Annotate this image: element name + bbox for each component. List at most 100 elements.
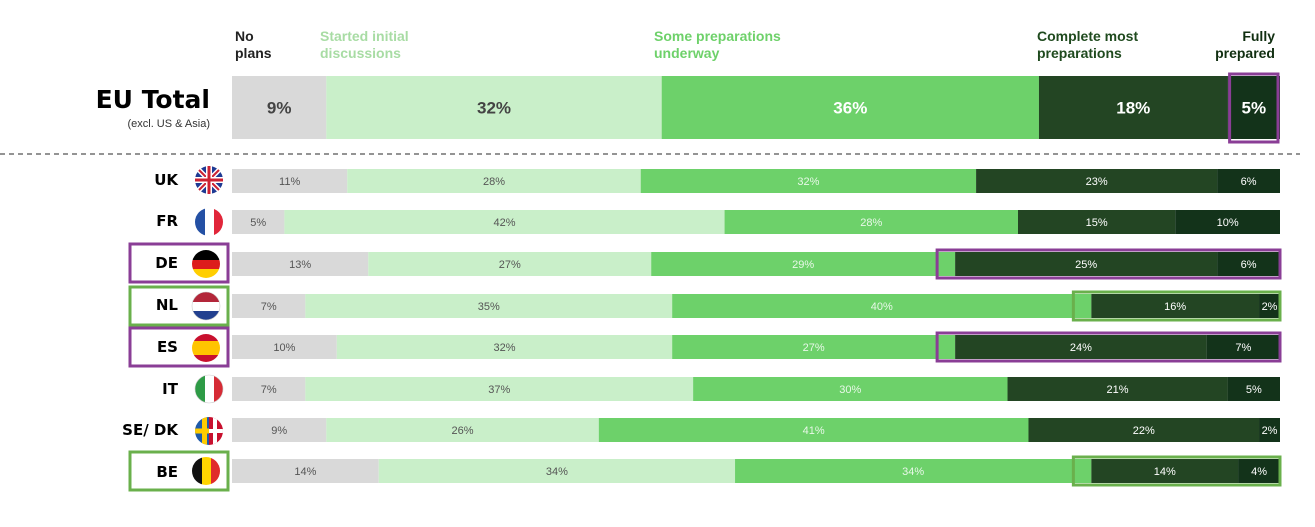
row-fr-label-some-preparations: 28% [860, 217, 882, 229]
row-es-segment-no-plans [232, 335, 337, 359]
eu-total-segment-some-preparations [661, 76, 1039, 139]
legend-no-plans: No plans [235, 28, 272, 62]
row-nl-label-fully-prepared: 2% [1262, 301, 1278, 313]
row-de-segment-started-discussions [368, 252, 652, 276]
row-es-label-fully-prepared: 7% [1235, 342, 1251, 354]
row-fr-segment-fully-prepared [1175, 210, 1280, 234]
row-uk-label-some-preparations: 32% [797, 176, 819, 188]
row-de-label-fully-prepared: 6% [1241, 259, 1257, 271]
row-be-label-fully-prepared: 4% [1251, 466, 1267, 478]
row-de-segment-no-plans [232, 252, 369, 276]
row-be-label-no-plans: 14% [294, 466, 316, 478]
row-se-dk-segment-fully-prepared [1259, 418, 1280, 442]
row-nl-label-started-discussions: 35% [478, 301, 500, 313]
row-uk-label-started-discussions: 28% [483, 176, 505, 188]
row-nl-segment-some-preparations [672, 294, 1092, 318]
row-nl-segment-fully-prepared [1259, 294, 1280, 318]
row-nl-highlight-box [1071, 290, 1282, 322]
row-fr-label-complete-most: 15% [1086, 217, 1108, 229]
netherlands-flag-icon [191, 291, 221, 321]
row-uk-segment-fully-prepared [1217, 169, 1280, 193]
legend-label-line1: Started initial [320, 28, 409, 44]
row-it-segment-fully-prepared [1227, 377, 1280, 401]
row-fr-segment-some-preparations [724, 210, 1018, 234]
highlight-box-nl [128, 285, 230, 327]
row-nl-segment-complete-most [1091, 294, 1260, 318]
legend-label-line1: Some preparations [654, 28, 781, 44]
row-de-segment-some-preparations [651, 252, 956, 276]
legend-label-line2: underway [654, 45, 720, 61]
row-de-highlight-box [935, 248, 1282, 280]
legend-complete-most: Complete most preparations [1037, 28, 1138, 62]
row-it-label-started-discussions: 37% [488, 384, 510, 396]
eu-total-label-started-discussions: 32% [477, 99, 511, 118]
highlight-box-es [128, 326, 230, 368]
row-fr-label-fully-prepared: 10% [1217, 217, 1239, 229]
row-de-segment-fully-prepared [1217, 252, 1280, 276]
row-uk-segment-some-preparations [640, 169, 977, 193]
germany-flag-icon [192, 250, 220, 278]
france-flag-icon [195, 208, 223, 236]
legend-label-line1: Fully [1242, 28, 1275, 44]
row-nl-segment-no-plans [232, 294, 306, 318]
country-label-de: DE [155, 254, 178, 272]
country-label-uk: UK [154, 171, 178, 189]
row-de-segment-complete-most [955, 252, 1218, 276]
bars-layer: 9% 32% 36% 18% 5% 11% 28% 32% 23% 6% 5% 42% 28% 15% 10… [232, 76, 1280, 483]
row-nl-label-no-plans: 7% [261, 301, 277, 313]
row-fr-segment-started-discussions [284, 210, 725, 234]
row-es-label-no-plans: 10% [273, 342, 295, 354]
row-uk-label-complete-most: 23% [1086, 176, 1108, 188]
row-uk-segment-complete-most [976, 169, 1218, 193]
highlight-box-be [128, 450, 230, 492]
row-be-label-started-discussions: 34% [546, 466, 568, 478]
eu-total-label-some-preparations: 36% [833, 99, 867, 118]
row-se-dk-label-some-preparations: 41% [803, 425, 825, 437]
row-be-segment-started-discussions [378, 459, 736, 483]
legend-label-line2: preparations [1037, 45, 1122, 61]
country-label-it: IT [162, 380, 178, 398]
legend-label-line1: Complete most [1037, 28, 1139, 44]
uk-flag-icon [195, 166, 223, 194]
row-be-highlight-box [1071, 455, 1282, 487]
eu-total-segment-complete-most [1038, 76, 1228, 139]
eu-total-segment-fully-prepared [1227, 76, 1280, 139]
row-nl-label-some-preparations: 40% [871, 301, 893, 313]
spain-flag-icon [192, 334, 220, 362]
row-se-dk-segment-started-discussions [326, 418, 599, 442]
row-es-label-started-discussions: 32% [493, 342, 515, 354]
row-it-label-fully-prepared: 5% [1246, 384, 1262, 396]
row-es-highlight-box [935, 331, 1282, 363]
row-fr-label-no-plans: 5% [250, 217, 266, 229]
row-es-label-some-preparations: 27% [803, 342, 825, 354]
legend-label-line2: prepared [1215, 45, 1275, 61]
row-de-label-started-discussions: 27% [499, 259, 521, 271]
eu-total-label-fully-prepared: 5% [1242, 99, 1267, 118]
row-se-dk-label-started-discussions: 26% [452, 425, 474, 437]
eu-total-label-complete-most: 18% [1116, 99, 1150, 118]
row-uk-segment-started-discussions [347, 169, 641, 193]
eu-total-heading: EU Total [95, 85, 210, 114]
row-se-dk-label-fully-prepared: 2% [1262, 425, 1278, 437]
legend-label-line2: plans [235, 45, 272, 61]
row-se-dk-segment-no-plans [232, 418, 327, 442]
row-se-dk-segment-complete-most [1028, 418, 1260, 442]
row-be-segment-fully-prepared [1238, 459, 1280, 483]
row-se-dk-label-no-plans: 9% [271, 425, 287, 437]
row-se-dk-label-complete-most: 22% [1133, 425, 1155, 437]
row-it-segment-started-discussions [305, 377, 694, 401]
legend-started-discussions: Started initial discussions [320, 28, 409, 62]
row-es-label-complete-most: 24% [1070, 342, 1092, 354]
overlay-layer [935, 72, 1282, 487]
row-be-label-complete-most: 14% [1154, 466, 1176, 478]
belgium-flag-icon [192, 457, 220, 485]
sweden-denmark-flag-icon [195, 417, 223, 445]
row-it-label-complete-most: 21% [1107, 384, 1129, 396]
eu-total-subtitle: (excl. US & Asia) [127, 118, 210, 130]
row-es-segment-started-discussions [336, 335, 673, 359]
country-label-fr: FR [156, 212, 178, 230]
legend-some-preparations: Some preparations underway [654, 28, 781, 62]
eu-total-label-no-plans: 9% [267, 99, 292, 118]
country-label-be: BE [156, 463, 178, 481]
